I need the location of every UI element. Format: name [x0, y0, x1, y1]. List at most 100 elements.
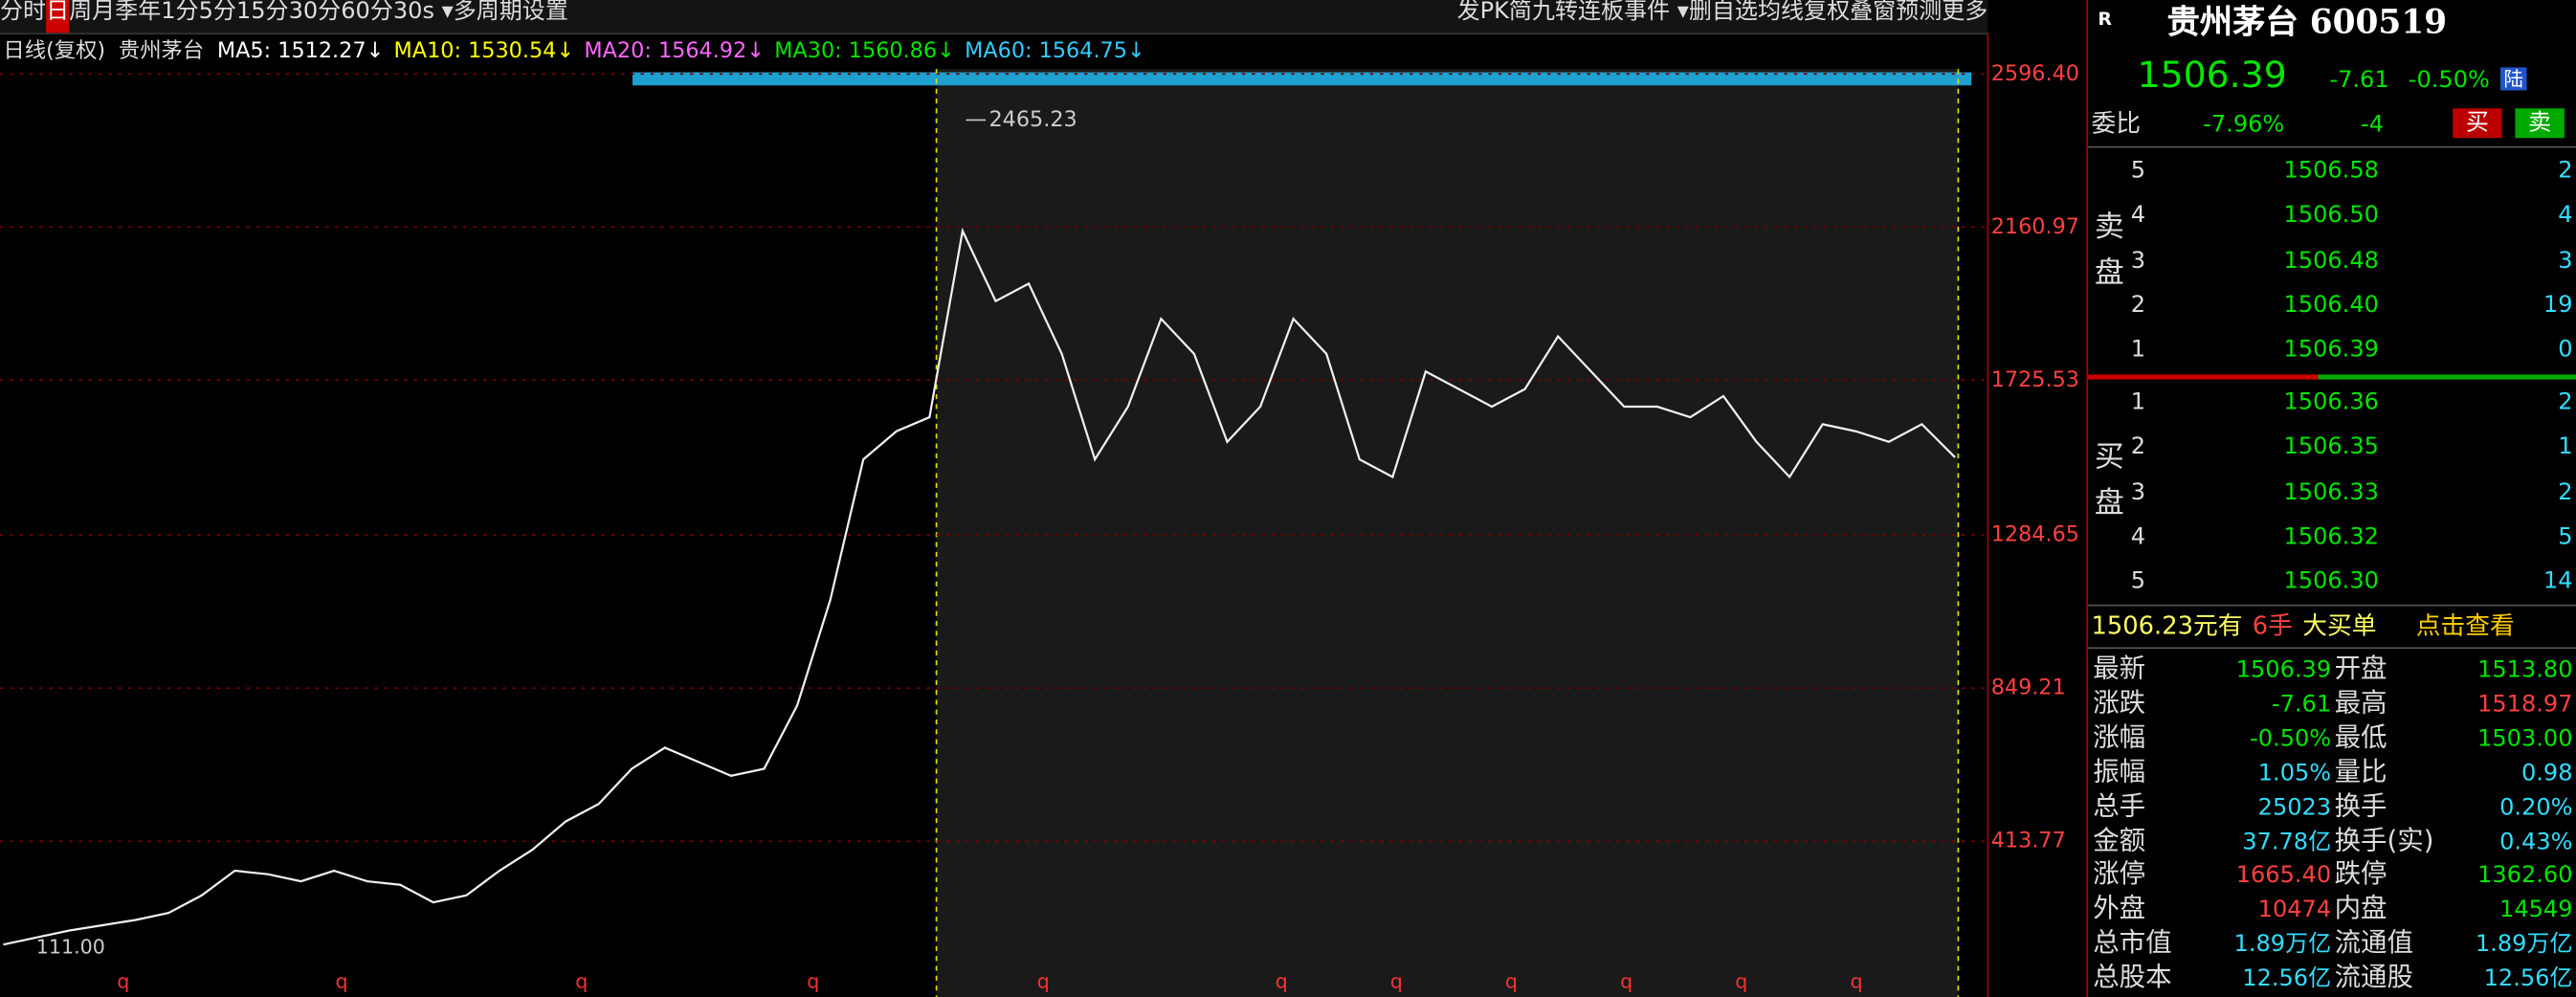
- toolbar-tab[interactable]: 季: [115, 0, 139, 25]
- level-volume: 1: [2558, 433, 2573, 461]
- level: 4: [2130, 523, 2146, 550]
- level-price: 1506.39: [2283, 337, 2379, 364]
- level-price: 1506.35: [2283, 433, 2379, 461]
- stat-label: 最高: [2334, 686, 2387, 719]
- event-marker: q: [807, 970, 819, 993]
- y-tick-label: 2160.97: [1991, 214, 2079, 239]
- toolbar-button[interactable]: 连板: [1578, 0, 1625, 25]
- stat-value: 0.43%: [2499, 829, 2573, 855]
- stat-value: 1.89万亿: [2233, 931, 2332, 959]
- level-volume: 2: [2558, 157, 2573, 185]
- stat-label: 流通值: [2334, 926, 2414, 959]
- stat-label: 流通股: [2334, 961, 2414, 993]
- badge: R: [2098, 8, 2112, 30]
- stat-value: 1362.60: [2477, 862, 2573, 890]
- separator: [2088, 604, 2576, 607]
- separator: [2088, 647, 2576, 650]
- ma-label: MA5: 1512.27↓: [216, 39, 385, 64]
- level-volume: 14: [2543, 568, 2573, 595]
- toolbar-tab[interactable]: 多周期: [453, 0, 522, 25]
- big-order-text: 1506.23元有: [2091, 610, 2243, 641]
- market-badge: 陆: [2499, 67, 2527, 91]
- level-volume: 0: [2558, 337, 2573, 364]
- stat-value: 1513.80: [2477, 656, 2573, 684]
- toolbar-tab[interactable]: 15分: [235, 0, 289, 25]
- stat-label: 涨停: [2093, 857, 2146, 890]
- toolbar-tab[interactable]: 年: [138, 0, 162, 25]
- toolbar-button[interactable]: 事件 ▾: [1624, 0, 1689, 25]
- big-order-text: 大买单: [2302, 610, 2377, 641]
- stat-value: 12.56亿: [2483, 965, 2573, 993]
- toolbar-tab[interactable]: 30分: [288, 0, 342, 25]
- high-label: 2465.23: [989, 107, 1077, 132]
- toolbar-tab[interactable]: 周: [69, 0, 93, 25]
- stat-label: 总股本: [2093, 961, 2172, 993]
- level-price: 1506.33: [2283, 478, 2379, 506]
- event-marker: q: [1505, 970, 1518, 993]
- level-price: 1506.58: [2283, 157, 2379, 185]
- chart: 413.77 849.21 1284.65 1725.53 2160.97 2596.40…: [0, 33, 2079, 997]
- level: 5: [2130, 157, 2146, 185]
- y-tick-label: 413.77: [1991, 829, 2066, 853]
- level-volume: 5: [2558, 523, 2573, 550]
- stat-label: 跌停: [2334, 857, 2387, 890]
- buy-button[interactable]: 买: [2453, 108, 2502, 139]
- event-marker: q: [1735, 970, 1747, 993]
- level-price: 1506.48: [2283, 247, 2379, 275]
- ma-label: MA10: 1530.54↓: [393, 39, 575, 64]
- toolbar-button[interactable]: PK: [1479, 0, 1509, 25]
- toolbar-tab[interactable]: 月: [92, 0, 116, 25]
- y-tick-label: 2596.40: [1991, 61, 2079, 86]
- toolbar-tab[interactable]: 60分: [341, 0, 393, 25]
- period: 日线(复权): [3, 39, 106, 64]
- separator: [2088, 374, 2319, 380]
- toolbar-button[interactable]: 九转: [1531, 0, 1579, 25]
- level: 3: [2130, 478, 2146, 506]
- ratio-label: 委比: [2091, 108, 2142, 139]
- toolbar-tab[interactable]: 设置: [522, 0, 568, 25]
- level: 4: [2130, 202, 2146, 230]
- event-marker: q: [1850, 970, 1862, 993]
- stat-value: 1506.39: [2235, 656, 2332, 684]
- ma-label: MA30: 1560.86↓: [774, 39, 955, 64]
- stat-value: 10474: [2257, 897, 2332, 924]
- stat-value: -0.50%: [2250, 725, 2332, 752]
- event-marker: q: [575, 970, 588, 993]
- toolbar-tab[interactable]: 1分: [161, 0, 199, 25]
- toolbar-tab[interactable]: 5分: [198, 0, 236, 25]
- side-label: 卖盘: [2089, 210, 2124, 302]
- stat-value: 25023: [2257, 794, 2332, 821]
- y-tick-label: 1725.53: [1991, 367, 2079, 392]
- y-tick-label: 1284.65: [1991, 522, 2079, 547]
- stat-label: 总市值: [2093, 926, 2172, 959]
- change: -7.61: [2329, 67, 2389, 94]
- toolbar-button[interactable]: 窗: [1873, 0, 1897, 25]
- toolbar-button[interactable]: 预测: [1896, 0, 1943, 25]
- event-marker: q: [336, 970, 348, 993]
- level-price: 1506.32: [2283, 523, 2379, 550]
- ratio: -7.96%: [2203, 111, 2285, 139]
- sell-button[interactable]: 卖: [2515, 108, 2565, 139]
- level: 5: [2130, 568, 2146, 595]
- toolbar-tab[interactable]: 30s ▾: [392, 0, 454, 25]
- level-volume: 2: [2558, 388, 2573, 416]
- event-strip: [632, 72, 1972, 86]
- toolbar-button[interactable]: 均线: [1757, 0, 1805, 25]
- level-volume: 2: [2558, 478, 2573, 506]
- event-marker: q: [1390, 970, 1403, 993]
- separator: [2318, 374, 2576, 380]
- event-marker: q: [1620, 970, 1632, 993]
- level: 2: [2130, 433, 2146, 461]
- stat-value: 0.98: [2520, 760, 2573, 787]
- level-volume: 19: [2543, 292, 2573, 319]
- toolbar-button[interactable]: 更多: [1942, 0, 1988, 25]
- toolbar-button[interactable]: 简: [1508, 0, 1532, 25]
- toolbar-button[interactable]: 复权: [1804, 0, 1851, 25]
- toolbar-button[interactable]: 叠: [1850, 0, 1874, 25]
- toolbar-tab[interactable]: 分时: [0, 0, 47, 25]
- level-volume: 3: [2558, 247, 2573, 275]
- toolbar-button[interactable]: 发: [1456, 0, 1480, 25]
- stat-label: 涨幅: [2093, 720, 2146, 752]
- toolbar-tab[interactable]: 日: [46, 0, 70, 33]
- toolbar-button[interactable]: 删自选: [1688, 0, 1758, 25]
